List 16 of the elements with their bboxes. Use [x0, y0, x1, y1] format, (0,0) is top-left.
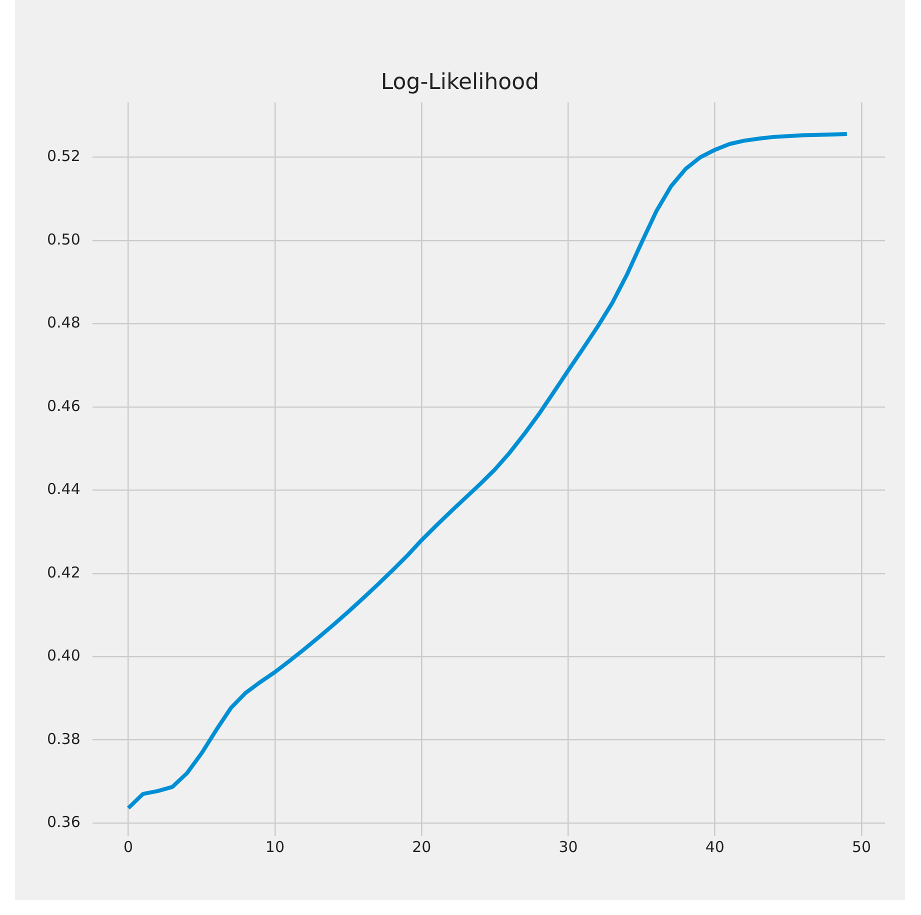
- y-tick-label: 0.40: [46, 646, 80, 665]
- x-tick-label: 40: [705, 838, 724, 856]
- x-tick-label: 0: [124, 838, 134, 856]
- y-tick-label: 0.48: [46, 314, 80, 332]
- y-tick-label: 0.42: [46, 563, 80, 582]
- y-tick-label: 0.50: [46, 230, 80, 248]
- y-tick-label: 0.44: [46, 480, 80, 498]
- y-tick-label: 0.46: [46, 396, 80, 415]
- chart-title: Log-Likelihood: [380, 70, 540, 95]
- y-tick-label: 0.38: [46, 730, 80, 748]
- x-tick-label: 50: [852, 838, 872, 856]
- x-tick-label: 30: [558, 838, 578, 856]
- y-tick-label: 0.36: [46, 812, 80, 831]
- y-tick-label: 0.52: [46, 147, 80, 166]
- x-tick-label: 10: [265, 838, 285, 856]
- x-tick-label: 20: [412, 838, 432, 856]
